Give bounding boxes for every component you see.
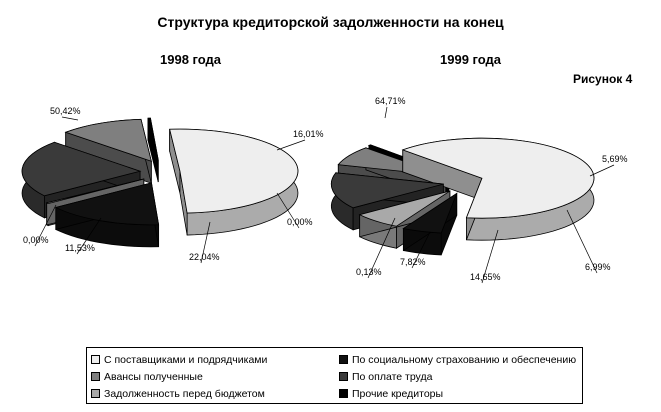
leader-line: [367, 217, 396, 279]
leader-line: [276, 139, 306, 151]
data-label: 16,01%: [293, 129, 324, 139]
leader-line: [61, 116, 79, 121]
data-label: 7,82%: [400, 257, 426, 267]
legend: С поставщиками и подрядчиками По социаль…: [86, 347, 583, 404]
pie-slice-top: [21, 141, 142, 197]
pie-slice-top: [358, 190, 451, 227]
leader-line: [589, 164, 615, 177]
chart-title: Структура кредиторской задолженности на …: [157, 14, 504, 30]
leader-line: [481, 229, 499, 284]
leader-line: [384, 106, 388, 119]
legend-label: Авансы полученные: [104, 370, 203, 383]
pie-slice-top: [64, 118, 152, 162]
data-label: 22,04%: [189, 252, 220, 262]
legend-label: Прочие кредиторы: [352, 387, 444, 400]
pie-slice-top: [169, 128, 299, 214]
legend-swatch: [91, 372, 100, 381]
pie-slice: [64, 118, 152, 184]
legend-item-suppliers: С поставщиками и подрядчиками: [91, 351, 339, 368]
pie-slice: [401, 137, 595, 241]
pie-slice: [21, 141, 142, 219]
leader-line: [411, 231, 431, 269]
legend-swatch: [339, 355, 348, 364]
pie-slice: [402, 192, 458, 256]
legend-label: Задолженность перед бюджетом: [104, 387, 265, 400]
data-label: 64,71%: [375, 96, 406, 106]
pie-slice-top: [330, 172, 444, 209]
leader-line: [76, 217, 102, 255]
pie-slice: [147, 117, 159, 183]
pie-slice-top: [54, 182, 160, 226]
legend-swatch: [339, 389, 348, 398]
pie-slice: [169, 128, 299, 236]
leader-line: [34, 204, 57, 247]
legend-item-advances: Авансы полученные: [91, 368, 339, 385]
legend-swatch: [91, 355, 100, 364]
legend-item-budget: Задолженность перед бюджетом: [91, 385, 339, 402]
data-label: 0,00%: [287, 217, 313, 227]
data-label: 6,99%: [585, 262, 611, 272]
leader-line: [200, 221, 211, 264]
data-label: 50,42%: [50, 106, 81, 116]
pie-slice-top: [45, 178, 144, 205]
legend-label: По оплате труда: [352, 370, 433, 383]
legend-item-social-insurance: По социальному страхованию и обеспечению: [339, 351, 587, 368]
leader-line: [566, 209, 598, 274]
data-label: 14,65%: [470, 272, 501, 282]
pie-1999-title: 1999 года: [440, 52, 502, 67]
data-label: 0,00%: [23, 235, 49, 245]
legend-swatch: [339, 372, 348, 381]
data-label: 5,69%: [602, 154, 628, 164]
leader-line: [276, 192, 300, 229]
legend-item-wages: По оплате труда: [339, 368, 587, 385]
pie-1999: 64,71% 5,69% 6,99% 14,65% 7,82% 0,13%: [330, 96, 628, 284]
figure-label: Рисунок 4: [573, 72, 633, 86]
pie-slice: [54, 182, 160, 248]
legend-item-other-creditors: Прочие кредиторы: [339, 385, 587, 402]
legend-swatch: [91, 389, 100, 398]
pie-slice-top: [402, 192, 458, 234]
pie-1998-title: 1998 года: [160, 52, 222, 67]
pie-charts-area: 50,42% 16,01% 0,00% 22,04% 11,53% 0,00% 64,71%…: [21, 96, 628, 284]
pie-slice-top: [147, 117, 159, 161]
pie-1998: 50,42% 16,01% 0,00% 22,04% 11,53% 0,00%: [21, 106, 324, 264]
pie-slice-top: [401, 137, 595, 219]
data-label: 11,53%: [65, 243, 95, 253]
data-label: 0,13%: [356, 267, 382, 277]
legend-label: С поставщиками и подрядчиками: [104, 353, 268, 366]
legend-label: По социальному страхованию и обеспечению: [352, 353, 577, 366]
